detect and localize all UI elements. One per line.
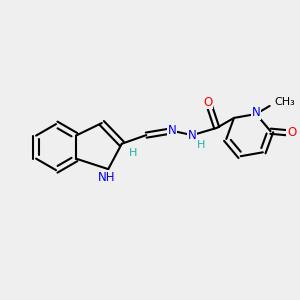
Text: NH: NH (98, 171, 116, 184)
Text: N: N (252, 106, 260, 119)
Text: H: H (197, 140, 205, 150)
Text: O: O (287, 126, 296, 139)
Text: N: N (168, 124, 176, 137)
Text: H: H (128, 148, 137, 158)
Text: N: N (188, 129, 197, 142)
Text: O: O (203, 95, 213, 109)
Text: CH₃: CH₃ (274, 97, 295, 106)
